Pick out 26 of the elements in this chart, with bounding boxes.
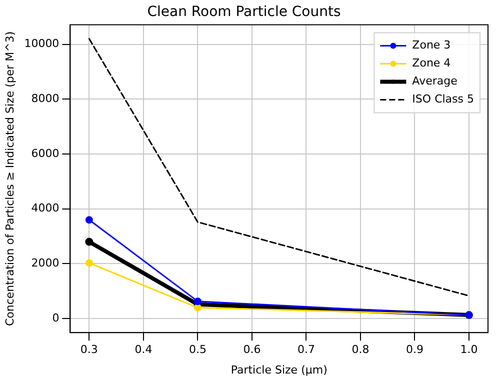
x-tick-label: 0.8: [352, 343, 370, 356]
y-tick-label: 8000: [31, 92, 60, 106]
x-axis-title: Particle Size (μm): [230, 363, 328, 376]
x-tick-label: 1.0: [460, 343, 478, 356]
y-axis-title: Concentration of Particles ≥ Indicated Size (per M^3): [3, 31, 16, 326]
y-tick-label: 2000: [31, 256, 60, 270]
legend-label: Zone 3: [412, 38, 451, 52]
point: [85, 238, 94, 246]
y-tick-label: 10000: [24, 37, 60, 50]
legend-label: Average: [412, 74, 458, 88]
x-tick-label: 0.3: [80, 343, 98, 356]
x-tick-label: 0.5: [188, 343, 206, 356]
x-tick-label: 0.4: [134, 343, 152, 356]
point: [194, 304, 202, 312]
x-tick-label: 0.9: [406, 343, 424, 356]
chart-title: Clean Room Particle Counts: [147, 4, 341, 20]
y-tick-label: 0: [52, 311, 60, 324]
legend-label: Zone 4: [412, 56, 451, 70]
legend-label: ISO Class 5: [412, 92, 474, 106]
x-tick-label: 0.6: [243, 343, 261, 356]
point: [85, 216, 93, 224]
point: [194, 298, 202, 306]
y-tick-label: 6000: [31, 146, 60, 160]
point: [85, 259, 93, 267]
x-tick-label: 0.7: [297, 343, 315, 356]
y-tick-label: 4000: [31, 202, 60, 215]
